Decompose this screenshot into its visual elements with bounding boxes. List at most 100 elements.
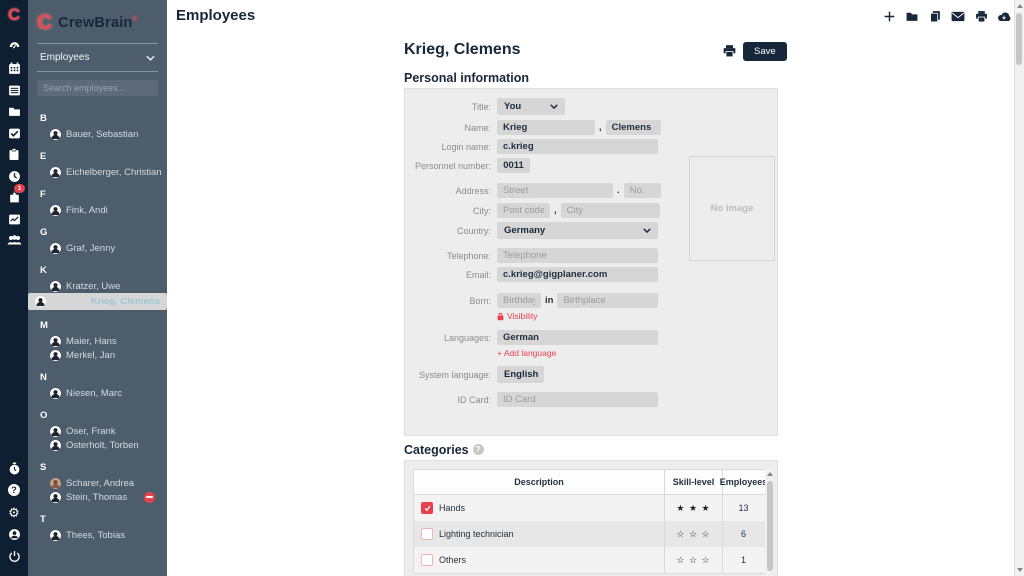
category-checkbox[interactable] — [421, 528, 433, 540]
employee-list-item[interactable]: Maier, Hans — [28, 334, 167, 348]
address-label: Address: — [455, 185, 491, 196]
login-name-field[interactable] — [497, 139, 658, 154]
birthday-field[interactable] — [497, 293, 541, 308]
postcode-field[interactable] — [497, 203, 550, 218]
system-language-select[interactable]: English — [497, 366, 544, 383]
employee-list-item[interactable]: Osterholt, Torben — [28, 438, 167, 452]
projects-icon[interactable]: 1 — [0, 184, 28, 205]
employee-list-item[interactable]: Thees, Tobias — [28, 528, 167, 542]
divider — [37, 43, 158, 44]
calendar-icon[interactable] — [0, 60, 28, 76]
group-letter: O — [40, 410, 48, 421]
scroll-down-icon[interactable] — [1016, 568, 1023, 572]
skill-level-stars[interactable]: ☆ ☆ ☆ — [676, 554, 711, 565]
page-scrollbar[interactable] — [1014, 0, 1024, 576]
crewbrain-logo-icon[interactable]: C — [7, 4, 21, 24]
employee-list-item[interactable]: Fink, Andi — [28, 203, 167, 217]
table-row[interactable]: Others ☆ ☆ ☆ 1 — [414, 547, 765, 573]
tasks-icon[interactable] — [0, 125, 28, 141]
id-card-field[interactable] — [497, 392, 658, 407]
folder-button[interactable] — [905, 9, 919, 23]
avatar — [50, 335, 61, 347]
category-checkbox-checked[interactable] — [421, 502, 433, 514]
group-letter: T — [40, 514, 46, 525]
first-name-field[interactable] — [605, 120, 661, 135]
employee-list-item[interactable]: Stein, Thomas — [28, 490, 167, 504]
employee-photo-placeholder[interactable]: No image — [689, 156, 775, 261]
scrollbar-thumb[interactable] — [766, 481, 773, 571]
employee-list-item-selected[interactable]: Krieg, Clemens — [28, 293, 167, 310]
employee-list[interactable]: B Bauer, Sebastian E Eichelberger, Chris… — [28, 103, 167, 576]
add-button[interactable] — [882, 9, 896, 23]
last-name-field[interactable] — [497, 120, 595, 135]
files-icon[interactable] — [0, 103, 28, 119]
account-icon[interactable] — [0, 526, 28, 542]
cloud-download-button[interactable] — [997, 9, 1011, 23]
birthplace-field[interactable] — [557, 293, 659, 308]
chevron-down-icon — [643, 228, 651, 233]
brand-name: CrewBrain® — [58, 14, 138, 31]
street-field[interactable] — [497, 183, 613, 198]
group-letter: S — [40, 462, 47, 473]
avatar — [50, 387, 61, 399]
dashboard-icon[interactable] — [0, 38, 28, 54]
logout-icon[interactable] — [0, 548, 28, 564]
category-checkbox[interactable] — [421, 554, 433, 566]
table-row[interactable]: Hands ★ ★ ★ 13 — [414, 495, 765, 521]
divider — [37, 71, 158, 72]
module-selector-label: Employees — [40, 52, 90, 63]
employee-list-item[interactable]: Kratzer, Uwe — [28, 279, 167, 293]
table-row[interactable]: Lighting technician ☆ ☆ ☆ 6 — [414, 521, 765, 547]
scroll-up-icon[interactable] — [766, 472, 773, 476]
stopwatch-icon[interactable] — [0, 460, 28, 476]
save-button[interactable]: Save — [743, 42, 787, 61]
settings-icon[interactable]: ⚙ — [8, 504, 20, 520]
email-field[interactable] — [497, 267, 658, 282]
avatar-photo — [50, 477, 61, 489]
country-select[interactable]: Germany — [497, 222, 658, 239]
statistics-icon[interactable] — [0, 211, 28, 227]
print-record-button[interactable] — [722, 44, 737, 58]
help-icon[interactable]: ? — [0, 482, 28, 498]
employee-list-item[interactable]: Scharer, Andrea — [28, 476, 167, 490]
street-number-field[interactable] — [623, 183, 661, 198]
scroll-up-icon[interactable] — [1016, 4, 1023, 8]
column-header-description: Description — [414, 470, 665, 494]
print-button[interactable] — [974, 9, 988, 23]
copy-button[interactable] — [928, 9, 942, 23]
languages-field[interactable] — [497, 330, 658, 345]
avatar — [50, 204, 61, 216]
skill-level-stars[interactable]: ★ ★ ★ — [676, 502, 711, 513]
employee-list-item[interactable]: Graf, Jenny — [28, 241, 167, 255]
time-icon[interactable] — [0, 168, 28, 184]
employee-list-item[interactable]: Bauer, Sebastian — [28, 127, 167, 141]
scrollbar-thumb[interactable] — [1016, 13, 1022, 65]
lock-icon — [497, 312, 504, 320]
skill-level-stars[interactable]: ☆ ☆ ☆ — [676, 528, 711, 539]
employee-list-item[interactable]: Oser, Frank — [28, 424, 167, 438]
clipboard-icon[interactable] — [0, 146, 28, 162]
title-select[interactable]: You — [497, 98, 565, 115]
categories-panel: Description Skill-level Employees Hands … — [404, 460, 778, 576]
chevron-down-icon — [146, 55, 155, 61]
search-input[interactable] — [37, 80, 158, 96]
city-field[interactable] — [560, 203, 660, 218]
employee-list-item[interactable]: Merkel, Jan — [28, 348, 167, 362]
visibility-link[interactable]: Visibility — [497, 311, 777, 321]
add-language-link[interactable]: + Add language — [497, 348, 557, 358]
personnel-number-field[interactable] — [497, 158, 530, 173]
telephone-field[interactable] — [497, 248, 658, 263]
employee-list-item[interactable]: Niesen, Marc — [28, 386, 167, 400]
languages-label: Languages: — [443, 332, 491, 343]
help-icon[interactable]: ? — [472, 444, 484, 455]
personal-information-panel: Title: You Name: , Login name: Personnel… — [404, 88, 778, 436]
team-icon[interactable] — [0, 232, 28, 248]
avatar — [50, 280, 61, 292]
brand-logo[interactable]: C CrewBrain® — [28, 0, 167, 43]
mail-button[interactable] — [951, 9, 965, 23]
table-scrollbar[interactable] — [765, 469, 774, 576]
personnel-number-label: Personnel number: — [414, 160, 491, 171]
employee-list-item[interactable]: Eichelberger, Christian — [28, 165, 167, 179]
list-icon[interactable] — [0, 82, 28, 98]
module-selector[interactable]: Employees — [28, 44, 167, 71]
